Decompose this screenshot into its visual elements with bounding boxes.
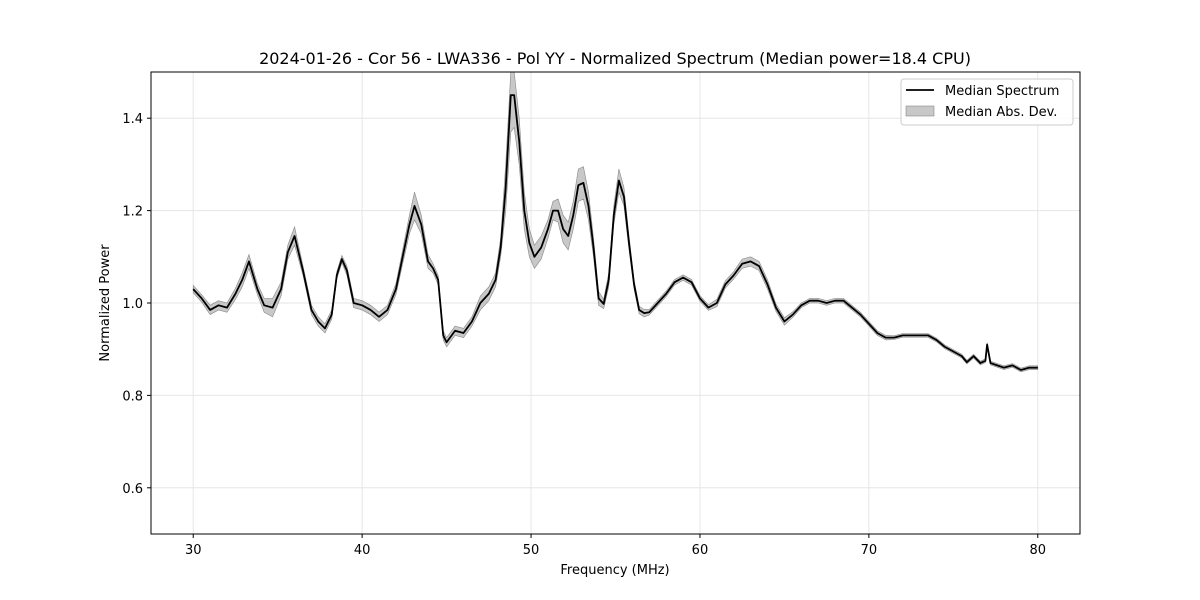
x-tick-label: 30 <box>185 543 202 558</box>
legend-band-swatch <box>905 105 935 117</box>
x-tick-label: 50 <box>523 543 540 558</box>
median-spectrum-line <box>192 94 1038 371</box>
y-tick-label: 0.8 <box>122 389 143 404</box>
legend-label-median-spectrum: Median Spectrum <box>945 84 1059 99</box>
median-abs-dev-band <box>192 71 1039 373</box>
y-tick-label: 1.2 <box>122 205 143 220</box>
x-tick-label: 40 <box>354 543 371 558</box>
legend-label-median-abs-dev: Median Abs. Dev. <box>945 105 1057 120</box>
y-tick-label: 0.6 <box>122 482 143 497</box>
chart-title: 2024-01-26 - Cor 56 - LWA336 - Pol YY - … <box>259 49 971 68</box>
y-axis-title: Normalized Power <box>98 244 113 362</box>
legend-box <box>900 78 1074 126</box>
x-tick-label: 80 <box>1029 543 1046 558</box>
y-tick-label: 1.4 <box>122 112 143 127</box>
legend: Median Spectrum Median Abs. Dev. <box>900 78 1074 126</box>
x-axis-title: Frequency (MHz) <box>560 563 669 578</box>
x-axis: 30 40 50 60 70 80 <box>185 534 1046 558</box>
y-tick-label: 1.0 <box>122 297 143 312</box>
x-tick-label: 60 <box>692 543 709 558</box>
y-axis: 0.6 0.8 1.0 1.2 1.4 <box>122 112 151 497</box>
x-tick-label: 70 <box>861 543 878 558</box>
